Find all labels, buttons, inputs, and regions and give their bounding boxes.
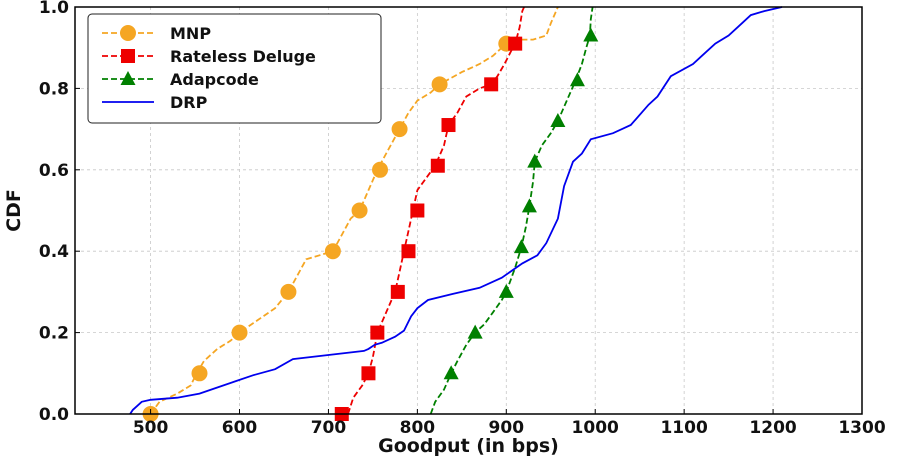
legend-label-drp: DRP: [170, 93, 208, 112]
data-point-mnp: [351, 202, 368, 219]
series-line-drp: [129, 6, 783, 415]
y-tick-label: 0.8: [39, 79, 69, 99]
data-point-mnp: [231, 324, 248, 341]
data-point-adapcode: [443, 365, 459, 380]
series-layer: [129, 6, 783, 422]
series-rateless-deluge: [334, 6, 525, 421]
series-line-rateless-deluge: [339, 6, 525, 415]
data-point-rateless-deluge: [430, 158, 445, 173]
plot-frame: [74, 6, 863, 415]
y-axis-label: CDF: [3, 189, 25, 232]
x-tick-label: 900: [489, 418, 525, 438]
y-tick-label: 0.0: [39, 405, 69, 425]
series-drp: [129, 6, 783, 415]
data-point-mnp: [372, 161, 389, 178]
x-tick-label: 1100: [660, 418, 707, 438]
axis-ticks: 500 600 700 800 900 1000 1100 1200 1300 0.0 0.2 0.4…: [39, 0, 886, 438]
y-tick-label: 0.6: [39, 161, 69, 181]
data-point-adapcode: [513, 239, 529, 254]
data-point-mnp: [431, 76, 448, 93]
x-tick-label: 1300: [838, 418, 885, 438]
data-point-rateless-deluge: [361, 366, 376, 381]
x-tick-label: 700: [311, 418, 347, 438]
data-point-mnp: [280, 283, 297, 300]
x-tick-label: 500: [133, 418, 169, 438]
legend-box: [87, 13, 382, 124]
x-axis-label: Goodput (in bps): [378, 435, 559, 457]
legend-marker-mnp: [120, 25, 136, 41]
data-point-adapcode: [583, 27, 599, 42]
data-point-rateless-deluge: [410, 203, 425, 218]
legend-label-adapcode: Adapcode: [170, 70, 259, 89]
data-point-mnp: [324, 243, 341, 260]
legend-label-mnp: MNP: [170, 24, 211, 43]
x-tick-label: 1000: [572, 418, 619, 438]
y-tick-label: 1.0: [39, 0, 69, 18]
legend-label-rateless-deluge: Rateless Deluge: [170, 47, 316, 66]
y-tick-label: 0.2: [39, 324, 69, 344]
data-point-rateless-deluge: [390, 284, 405, 299]
data-point-rateless-deluge: [508, 36, 523, 51]
legend-marker-adapcode: [120, 71, 136, 85]
data-point-rateless-deluge: [401, 244, 416, 259]
series-adapcode: [429, 6, 599, 415]
data-point-rateless-deluge: [484, 77, 499, 92]
y-tick-label: 0.4: [39, 242, 69, 262]
x-tick-label: 600: [222, 418, 258, 438]
series-line-adapcode: [429, 6, 594, 415]
data-point-rateless-deluge: [370, 325, 385, 340]
x-tick-label: 800: [400, 418, 436, 438]
data-point-rateless-deluge: [441, 118, 456, 133]
data-point-mnp: [391, 121, 408, 138]
data-point-adapcode: [467, 324, 483, 339]
legend-marker-rateless-deluge: [121, 49, 135, 63]
data-point-adapcode: [569, 72, 585, 87]
legend: MNP Rateless Deluge Adapcode DRP: [87, 13, 382, 124]
data-point-adapcode: [550, 112, 566, 127]
data-point-mnp: [191, 365, 208, 382]
series-mnp: [142, 6, 559, 422]
data-point-adapcode: [527, 153, 543, 168]
data-point-adapcode: [498, 283, 514, 298]
x-tick-label: 1200: [749, 418, 796, 438]
data-point-adapcode: [521, 198, 537, 213]
